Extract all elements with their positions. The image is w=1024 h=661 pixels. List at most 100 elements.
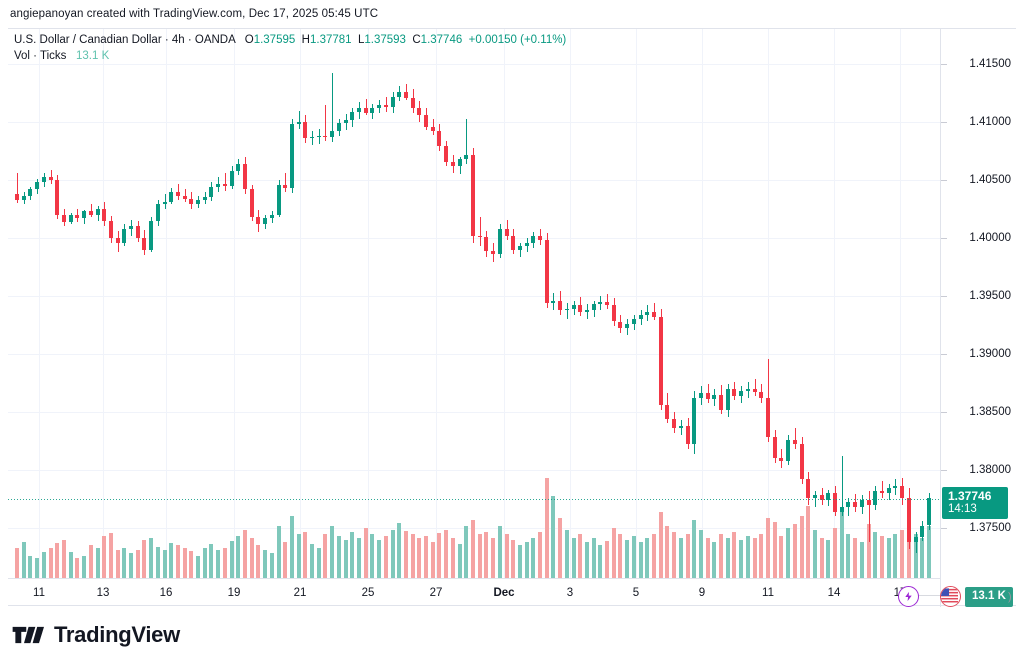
- candle-body: [101, 209, 106, 221]
- volume-bar: [886, 538, 891, 578]
- candle-body: [872, 490, 877, 505]
- volume-bar: [691, 520, 696, 578]
- us-flag-icon[interactable]: [940, 586, 961, 607]
- volume-bar: [61, 540, 66, 578]
- candle-body: [483, 236, 488, 251]
- time-axis[interactable]: 11131619212527Dec359111417: [8, 578, 940, 606]
- volume-bar: [463, 526, 468, 578]
- price-axis[interactable]: 1.37746 14:13 1.41500 1.41000 1.40500 1.400…: [940, 29, 1016, 607]
- grid-line-vertical: [702, 29, 703, 578]
- volume-bar: [296, 534, 301, 578]
- volume-bar: [731, 532, 736, 578]
- candle-body: [316, 136, 321, 138]
- candle-body: [470, 154, 475, 236]
- candle-body: [765, 398, 770, 438]
- candle-body: [202, 197, 207, 200]
- candle-body: [711, 394, 716, 400]
- price-tick-dash: [941, 180, 947, 182]
- chart-pane[interactable]: [8, 29, 940, 578]
- volume-bar: [135, 550, 140, 578]
- candle-body: [302, 122, 307, 139]
- current-price-time: 14:13: [948, 503, 977, 516]
- volume-bar: [34, 558, 39, 578]
- grid-line-vertical: [166, 29, 167, 578]
- attribution-text: angiepanoyan created with TradingView.co…: [10, 8, 379, 20]
- price-axis-label: 1.41500: [969, 58, 1011, 71]
- price-axis-label: 1.39500: [969, 290, 1011, 302]
- candle-body: [175, 191, 180, 197]
- candle-body: [436, 131, 441, 147]
- time-axis-label: 21: [293, 587, 307, 599]
- grid-line-vertical: [39, 29, 40, 578]
- candle-body: [369, 108, 374, 113]
- volume-bar: [356, 538, 361, 578]
- volume-bar: [919, 538, 924, 578]
- volume-bar: [584, 542, 589, 578]
- volume-bar: [222, 548, 227, 578]
- volume-bar: [638, 542, 643, 578]
- lightning-bolt-icon[interactable]: [898, 586, 919, 607]
- volume-bar: [121, 548, 126, 578]
- candle-body: [517, 246, 522, 250]
- price-tick-dash: [941, 527, 947, 529]
- candle-body: [832, 493, 837, 512]
- candle-body: [383, 104, 388, 108]
- candle-wick: [385, 96, 387, 112]
- candle-body: [135, 226, 140, 239]
- candle-body: [41, 176, 46, 183]
- current-price-value: 1.37746: [948, 489, 992, 504]
- price-tick-dash: [941, 238, 947, 240]
- grid-line-horizontal: [8, 353, 940, 355]
- candle-body: [88, 211, 93, 215]
- candle-body: [497, 228, 502, 255]
- volume-bar: [208, 544, 213, 578]
- volume-bar: [758, 534, 763, 578]
- candle-body: [329, 131, 334, 138]
- volume-bar: [611, 528, 616, 578]
- volume-bar: [597, 545, 602, 578]
- volume-bar: [68, 552, 73, 578]
- candle-wick: [298, 110, 300, 130]
- volume-bar: [765, 518, 770, 578]
- candle-body: [731, 388, 736, 396]
- volume-bar: [490, 538, 495, 578]
- candle-body: [698, 393, 703, 398]
- candle-body: [752, 388, 757, 393]
- volume-bar: [524, 542, 529, 578]
- volume-bar: [229, 541, 234, 578]
- candle-body: [48, 176, 53, 181]
- volume-bar: [550, 496, 555, 578]
- grid-line-horizontal: [8, 469, 940, 471]
- volume-bar: [443, 530, 448, 578]
- volume-bar: [571, 538, 576, 578]
- grid-line-horizontal: [8, 238, 940, 240]
- time-axis-label: 5: [632, 587, 640, 599]
- candle-body: [886, 488, 891, 494]
- volume-bar: [685, 534, 690, 578]
- tradingview-logo-icon: [12, 626, 44, 643]
- volume-bar: [557, 518, 562, 578]
- price-line-dotted: [8, 499, 940, 501]
- volume-bar: [477, 534, 482, 578]
- volume-bar: [175, 545, 180, 578]
- volume-bar: [343, 540, 348, 578]
- volume-bar: [336, 536, 341, 578]
- candle-body: [866, 500, 871, 505]
- volume-bar: [95, 548, 100, 578]
- volume-bar: [799, 516, 804, 578]
- volume-bar: [168, 543, 173, 578]
- volume-bar: [329, 526, 334, 578]
- price-axis-label: 1.38000: [969, 463, 1011, 476]
- candle-body: [457, 159, 462, 167]
- candle-body: [54, 180, 59, 215]
- volume-bar: [195, 556, 200, 578]
- volume-bar: [188, 551, 193, 578]
- candle-wick: [284, 173, 286, 192]
- candle-wick: [915, 532, 917, 554]
- candle-body: [403, 92, 408, 98]
- widget-connector-line: [917, 595, 941, 596]
- volume-bar: [497, 526, 502, 578]
- volume-bar: [148, 538, 153, 578]
- volume-bar: [108, 533, 113, 578]
- candle-wick: [184, 189, 186, 203]
